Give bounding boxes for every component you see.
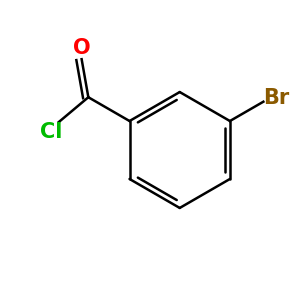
Text: O: O [73,38,90,58]
Text: Cl: Cl [40,122,62,142]
Text: Br: Br [263,88,289,108]
